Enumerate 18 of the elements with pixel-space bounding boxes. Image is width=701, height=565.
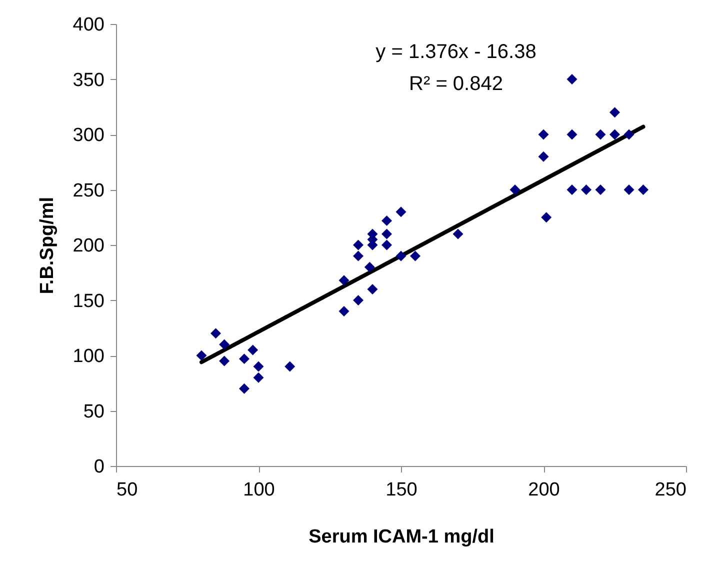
y-tick-label: 0 — [94, 456, 104, 478]
y-tick-label: 350 — [72, 70, 104, 91]
y-axis-title: F.B.Spg/ml — [36, 196, 58, 294]
x-tick-label: 100 — [243, 480, 275, 500]
y-tick-label: 100 — [72, 346, 104, 367]
y-tick-label: 300 — [72, 125, 104, 146]
y-tick-label: 150 — [72, 290, 104, 312]
y-tick-label: 200 — [72, 236, 104, 256]
y-tick-label: 400 — [72, 14, 104, 36]
annotation: y = 1.376x - 16.38 — [376, 41, 536, 63]
annotation: R² = 0.842 — [409, 73, 503, 95]
x-tick-label: 250 — [654, 480, 686, 500]
x-tick-label: 50 — [116, 480, 138, 500]
y-tick-label: 50 — [83, 401, 104, 422]
x-tick-label: 200 — [528, 480, 560, 500]
x-axis-title: Serum ICAM-1 mg/dl — [308, 526, 494, 548]
x-tick-label: 150 — [386, 480, 418, 500]
y-tick-label: 250 — [72, 180, 104, 202]
